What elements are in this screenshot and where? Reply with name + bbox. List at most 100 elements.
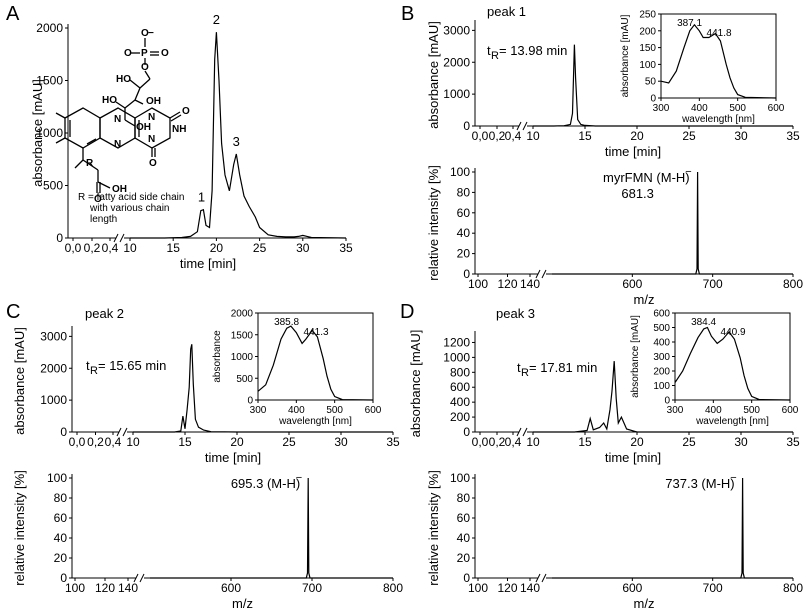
c-top-series-line [133, 344, 393, 433]
hydroxyl-4: OH [136, 122, 151, 133]
b-bottom-ion-mass: 681.3 [621, 186, 654, 201]
b-bottom-y-tick-label: 40 [457, 226, 471, 240]
c-top-y-tick-label: 2000 [40, 361, 67, 375]
d-bottom-y-tick-label: 80 [457, 491, 471, 505]
phosphate-ester-oxygen: O [141, 62, 149, 73]
c-bottom-x-tick-label: 120 [95, 581, 115, 595]
b-bottom-x-tick-label: 140 [520, 277, 540, 291]
c-top-inset-y-tick-label: 2000 [231, 309, 254, 320]
panel-d-mass-spectrum: 100 120 140 600 700 800 0 20 40 60 80 100 m/z relativ… [426, 470, 803, 608]
d-bottom-y-tick-label: 60 [457, 511, 471, 525]
phosphate-oxygen-top: O [141, 28, 149, 39]
a-x-tick-label: 25 [253, 241, 267, 255]
c-top-x-tick-label: 30 [334, 435, 348, 449]
c-bottom-y-tick-label: 0 [60, 571, 67, 585]
a-x-axis-label: time [min] [180, 256, 236, 271]
d-top-rt-subscript: R [521, 367, 529, 379]
d-bottom-spectrum-line [552, 477, 793, 579]
d-top-y-tick-label: 1000 [443, 350, 470, 364]
c-top-x-tick-label: 0,4 [105, 435, 122, 449]
c-top-y-axis-label: absorbance [mAU] [12, 327, 27, 435]
a-x-tick-label: 30 [296, 241, 310, 255]
c-bottom-x-tick-label: 600 [221, 581, 241, 595]
c-bottom-y-tick-label: 60 [54, 511, 68, 525]
a-y-tick-label: 1000 [36, 126, 63, 140]
b-top-x-tick-label: 25 [682, 129, 696, 143]
d-bottom-axis-break-mark-1 [535, 573, 541, 583]
d-top-inset-y-tick-label: 600 [653, 309, 670, 320]
nitrogen-n1: N [148, 112, 155, 123]
r-group-label: R [86, 158, 94, 169]
phosphorus-label: P [141, 48, 148, 59]
b-bottom-ion-charge: − [685, 166, 691, 178]
d-top-inset-y-tick-label: 200 [653, 367, 670, 378]
b-top-inset-spectrum-line [660, 23, 777, 99]
c-top-inset-x-tick-label: 400 [288, 405, 305, 416]
c-bottom-y-axis-label: relative intensity [%] [12, 470, 27, 586]
c-top-rt-subscript: R [90, 365, 98, 377]
d-bottom-ion-charge: − [730, 472, 736, 484]
panel-b-mass-spectrum: 100 120 140 600 700 800 0 20 40 60 80 100 m/z relativ… [426, 165, 803, 307]
fmn-structure-drawing [55, 38, 182, 193]
b-top-x-tick-label: 35 [786, 129, 800, 143]
c-bottom-x-tick-label: 800 [383, 581, 403, 595]
c-bottom-y-tick-label: 20 [54, 551, 68, 565]
c-bottom-x-axis-label: m/z [232, 596, 253, 608]
b-top-inset-x-tick-label: 300 [653, 103, 670, 114]
a-y-axis-label: absorbance [mAU] [30, 79, 45, 187]
b-bottom-x-tick-label: 600 [622, 277, 642, 291]
d-bottom-x-tick-label: 120 [497, 581, 517, 595]
panel-letter-d: D [400, 301, 414, 323]
c-top-x-axis-label: time [min] [205, 450, 261, 465]
c-top-x-tick-label: 10 [126, 435, 140, 449]
c-top-inset-x-tick-label: 300 [250, 405, 267, 416]
phosphate-charge-label: − [148, 28, 154, 39]
b-bottom-y-tick-label: 0 [463, 267, 470, 281]
d-top-y-tick-label: 200 [450, 410, 470, 424]
d-top-y-tick-label: 1200 [443, 335, 470, 349]
d-top-y-tick-label: 600 [450, 380, 470, 394]
d-top-rt-symbol: t [517, 360, 521, 375]
b-top-inset-x-tick-label: 600 [768, 103, 785, 114]
b-top-x-tick-label: 10 [526, 129, 540, 143]
b-top-inset-peak-label-2: 441.8 [707, 28, 732, 39]
d-top-x-axis-label: time [min] [605, 450, 661, 465]
c-bottom-y-tick-label: 80 [54, 491, 68, 505]
d-bottom-axis-break-mark-2 [541, 573, 547, 583]
c-bottom-ion-annotation: 695.3 (M-H) [231, 476, 300, 491]
c-top-inset-y-axis-label: absorbance [212, 330, 223, 383]
b-bottom-y-tick-label: 20 [457, 247, 471, 261]
c-top-y-tick-label: 0 [60, 425, 67, 439]
d-bottom-x-tick-label: 600 [622, 581, 642, 595]
c-bottom-x-tick-label: 140 [118, 581, 138, 595]
panel-d: D peak 3 0,0 0,2 0,4 10 15 20 25 30 350200400600… [400, 301, 803, 608]
a-peak-label-1: 1 [198, 190, 205, 205]
d-top-inset-y-tick-label: 0 [664, 396, 670, 407]
d-bottom-y-tick-label: 20 [457, 551, 471, 565]
panel-b: B peak 1 0,0 0,2 0,4 10 15 20 25 30 350100020003… [401, 3, 803, 307]
b-top-rt-subscript: R [491, 50, 499, 62]
c-top-x-tick-label: 0,0 [69, 435, 86, 449]
b-top-rt-value: = 13.98 min [499, 43, 567, 58]
c-top-inset-peak-label-1: 385.8 [274, 317, 299, 328]
b-top-y-tick-label: 3000 [443, 23, 470, 37]
phosphate-oxygen-left: O [124, 48, 132, 59]
c-top-inset-y-tick-label: 500 [236, 374, 253, 385]
b-top-inset-y-axis-label: absorbance [mAU] [620, 14, 631, 97]
d-bottom-x-tick-label: 140 [520, 581, 540, 595]
r-group-caption-line-2: with various chain [89, 203, 169, 214]
a-y-tick-label: 0 [56, 231, 63, 245]
a-y-tick-label: 2000 [36, 21, 63, 35]
c-bottom-axis-break-mark-1 [133, 573, 139, 583]
d-bottom-y-tick-label: 100 [450, 471, 470, 485]
d-top-x-tick-label: 10 [526, 435, 540, 449]
fmn-structure-labels: − O O P O O HO OH HO OH N N O NH N N O R… [86, 28, 190, 205]
d-top-x-tick-label: 15 [578, 435, 592, 449]
b-top-inset-y-tick-label: 50 [645, 77, 657, 88]
b-top-y-tick-label: 2000 [443, 55, 470, 69]
d-top-inset-y-axis-label: absorbance [mAU] [630, 315, 641, 398]
hydroxyl-1: HO [116, 74, 131, 85]
